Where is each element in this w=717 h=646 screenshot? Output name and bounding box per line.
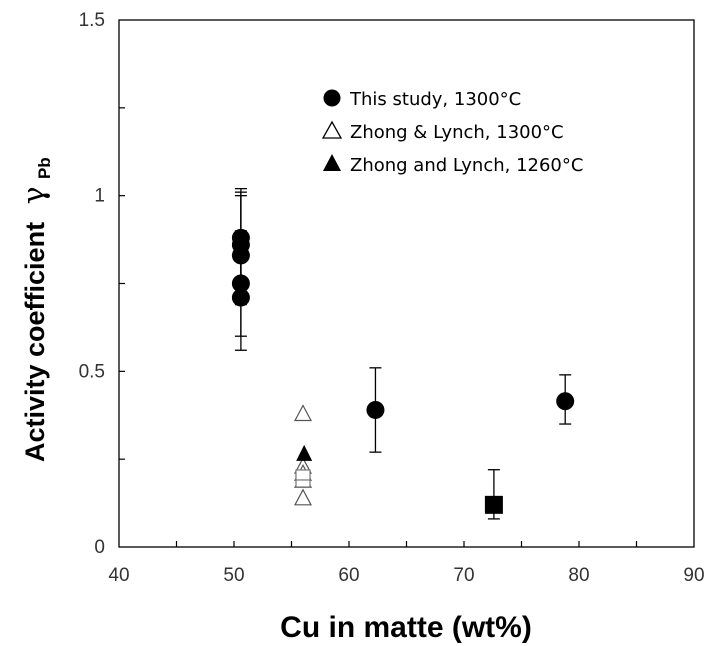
- y-axis-title-symbol: γ: [17, 186, 52, 204]
- data-point-open-triangle: [294, 488, 312, 506]
- legend-label-zhong-lynch-1260: Zhong and Lynch, 1260°C: [350, 155, 583, 176]
- y-axis-title: Activity coefficient γ Pb: [17, 157, 54, 462]
- y-tick-label: 1.5: [79, 10, 105, 31]
- legend-marker-open-triangle: [321, 120, 343, 139]
- y-tick-label: 1: [94, 186, 105, 207]
- x-axis-ticks: 40 50 60 70 80 90: [108, 541, 705, 586]
- data-point-open-square: [295, 469, 311, 481]
- x-tick-label: 40: [108, 565, 129, 586]
- data-point-filled-square: [484, 495, 503, 514]
- data-point-filled-triangle: [296, 444, 313, 461]
- data-point-open-triangle: [294, 404, 312, 422]
- data-point-filled-circle: [556, 392, 575, 411]
- x-tick-label: 90: [683, 565, 704, 586]
- legend-marker-filled-triangle: [323, 154, 341, 171]
- legend-label-this-study: This study, 1300°C: [349, 89, 521, 110]
- x-tick-label: 70: [453, 565, 474, 586]
- data-point-filled-circle: [231, 288, 250, 307]
- x-tick-label: 50: [223, 565, 244, 586]
- legend: This study, 1300°C Zhong & Lynch, 1300°C…: [321, 89, 583, 176]
- legend-label-zhong-lynch-1300: Zhong & Lynch, 1300°C: [350, 122, 564, 143]
- y-axis-title-text: Activity coefficient: [20, 222, 50, 462]
- data-point-filled-circle: [366, 400, 385, 419]
- y-tick-label: 0.5: [79, 361, 105, 382]
- data-marks: [231, 187, 575, 520]
- legend-marker-filled-circle: [323, 89, 341, 107]
- x-axis-title: Cu in matte (wt%): [280, 611, 532, 644]
- y-axis-title-subscript: Pb: [35, 157, 54, 179]
- y-axis-ticks: 0 0.5 1 1.5: [79, 10, 125, 558]
- x-tick-label: 60: [338, 565, 359, 586]
- x-tick-label: 80: [568, 565, 589, 586]
- y-tick-label: 0: [94, 537, 105, 558]
